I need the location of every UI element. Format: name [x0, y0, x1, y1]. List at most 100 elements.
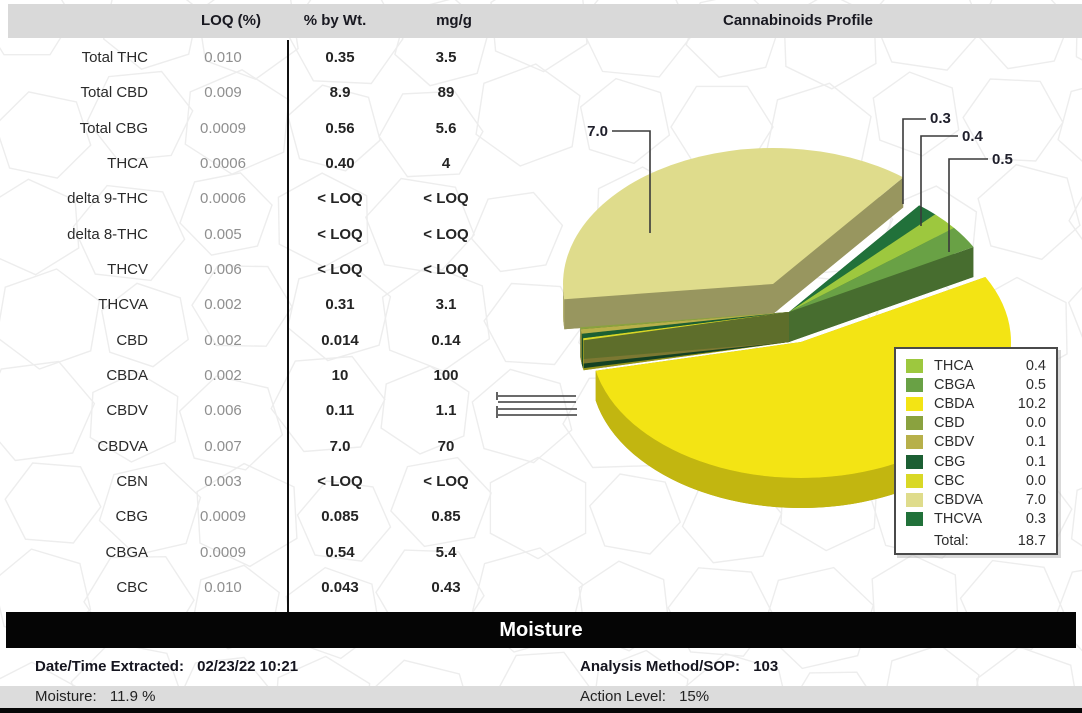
analyte-name: CBC — [116, 579, 148, 597]
datetime-extracted-label: Date/Time Extracted: — [35, 658, 184, 675]
action-level-label: Action Level: — [580, 688, 666, 705]
sliver-leader-lines — [496, 392, 577, 418]
pie-slice-face — [580, 329, 582, 364]
table-row: CBDA 0.002 10 100 — [0, 358, 500, 393]
pct-by-wt-value: 0.014 — [321, 331, 359, 349]
table-row: THCA 0.0006 0.40 4 — [0, 146, 500, 181]
pct-by-wt-value: < LOQ — [317, 225, 363, 243]
callout-label-thca: 0.4 — [962, 128, 983, 145]
annotation-layer — [496, 118, 988, 418]
legend-swatch-cbdva — [906, 492, 923, 507]
table-row: Total THC 0.010 0.35 3.5 — [0, 40, 500, 75]
legend-label: CBC — [934, 472, 965, 489]
legend-value: 0.1 — [1025, 453, 1046, 470]
legend-swatch-cbd — [906, 416, 923, 431]
pct-by-wt-value: 10 — [331, 367, 349, 385]
legend-rows: THCA 0.4 CBGA 0.5 CBDA 10.2 CBD 0.0 CBDV 0.1 CBG 0.… — [906, 356, 1046, 529]
analysis-method-value: 103 — [753, 658, 779, 675]
pct-by-wt-value: 0.56 — [325, 119, 355, 137]
pie-slice-face — [581, 312, 789, 339]
table-row: THCVA 0.002 0.31 3.1 — [0, 287, 500, 322]
pie-slice-face — [581, 333, 583, 369]
analyte-name: THCVA — [98, 296, 148, 314]
legend-row: CBDVA 7.0 — [906, 490, 1046, 509]
table-row: CBC 0.010 0.043 0.43 — [0, 570, 500, 605]
analyte-name: CBN — [116, 473, 148, 491]
legend-label: CBDV — [934, 434, 975, 451]
loq-value: 0.010 — [204, 49, 242, 66]
mgg-value: 89 — [437, 84, 455, 102]
moisture-banner: Moisture — [6, 612, 1076, 648]
pct-by-wt-value: < LOQ — [317, 261, 363, 279]
callout-line-cbga — [948, 158, 988, 252]
pct-by-wt-value: 7.0 — [329, 437, 351, 455]
legend-value: 0.0 — [1025, 472, 1046, 489]
pct-by-wt-value: 0.31 — [325, 296, 355, 314]
mgg-value: 100 — [433, 367, 459, 385]
legend-label: CBD — [934, 415, 965, 432]
table-row: CBD 0.002 0.014 0.14 — [0, 323, 500, 358]
pct-by-wt-value: 0.54 — [325, 543, 355, 561]
pie-slice-face — [582, 338, 584, 371]
table-row: CBN 0.003 < LOQ < LOQ — [0, 464, 500, 499]
legend-row: THCA 0.4 — [906, 356, 1046, 375]
callout-line-cbdva — [612, 130, 651, 233]
table-column-divider — [287, 40, 289, 612]
loq-value: 0.0009 — [200, 543, 246, 561]
bottom-section-divider — [0, 708, 1082, 713]
pct-by-wt-value: 0.35 — [325, 49, 355, 66]
legend-total-value: 18.7 — [1017, 533, 1046, 550]
mgg-value: < LOQ — [423, 190, 469, 208]
legend-swatch-cbc — [906, 473, 923, 488]
legend-row: CBDA 10.2 — [906, 394, 1046, 413]
analyte-name: CBDA — [106, 367, 148, 385]
legend-swatch-cbda — [906, 396, 923, 411]
legend-value: 0.1 — [1025, 434, 1046, 451]
callout-label-cbdva: 7.0 — [587, 123, 608, 140]
mgg-value: 5.4 — [435, 543, 457, 561]
legend-row: CBGA 0.5 — [906, 375, 1046, 394]
callout-line-thca — [920, 135, 958, 226]
mgg-value: 70 — [437, 437, 455, 455]
pie-slice-face — [789, 246, 974, 342]
mgg-value: < LOQ — [423, 261, 469, 279]
loq-value: 0.006 — [204, 261, 242, 279]
legend-label: THCA — [934, 357, 974, 374]
table-row: CBGA 0.0009 0.54 5.4 — [0, 535, 500, 570]
pct-by-wt-value: 8.9 — [329, 84, 351, 102]
pie-slice-face — [580, 312, 789, 334]
pct-by-wt-value: < LOQ — [317, 473, 363, 491]
analyte-name: delta 9-THC — [67, 190, 148, 208]
loq-value: 0.002 — [204, 296, 242, 314]
legend-label: CBGA — [934, 376, 976, 393]
loq-value: 0.0009 — [200, 508, 246, 526]
table-header-band: LOQ (%) % by Wt. mg/g Cannabinoids Profi… — [8, 4, 1082, 38]
table-row: Total CBD 0.009 8.9 89 — [0, 75, 500, 110]
callout-line-thcva — [902, 118, 926, 204]
column-header-loq: LOQ (%) — [201, 12, 261, 29]
analyte-name: CBDVA — [97, 437, 148, 455]
analyte-name: delta 8-THC — [67, 225, 148, 243]
analyte-name: Total CBD — [80, 84, 148, 102]
action-level-value: 15% — [679, 688, 710, 705]
loq-value: 0.010 — [204, 579, 242, 597]
pie-slice-face — [563, 147, 904, 300]
mgg-value: 0.85 — [431, 508, 461, 526]
legend-total-row: Total: 18.7 — [906, 531, 1046, 552]
legend-row: CBG 0.1 — [906, 452, 1046, 471]
loq-value: 0.0009 — [200, 119, 246, 137]
analysis-method-label: Analysis Method/SOP: — [580, 658, 741, 675]
pie-slice-face — [773, 177, 904, 314]
callout-label-cbga: 0.5 — [992, 151, 1013, 168]
legend-swatch-cbdv — [906, 435, 923, 450]
analyte-name: THCV — [107, 261, 148, 279]
column-header-mgg: mg/g — [436, 12, 472, 29]
table-row: delta 9-THC 0.0006 < LOQ < LOQ — [0, 181, 500, 216]
mgg-value: 3.1 — [435, 296, 457, 314]
loq-value: 0.005 — [204, 225, 242, 243]
analyte-name: Total THC — [81, 49, 148, 66]
mgg-value: 4 — [441, 155, 451, 173]
column-header-pct: % by Wt. — [303, 12, 367, 29]
moisture-label: Moisture: — [35, 688, 97, 705]
legend-value: 7.0 — [1025, 491, 1046, 508]
